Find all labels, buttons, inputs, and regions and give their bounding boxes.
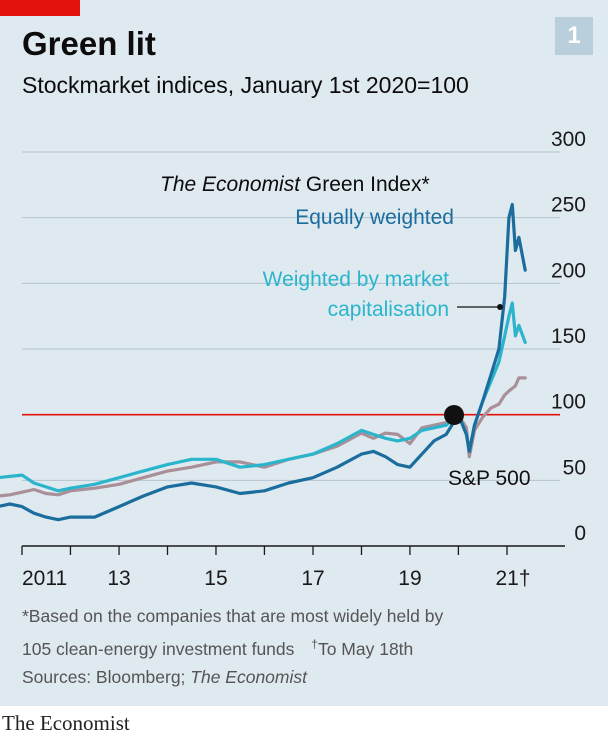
market-cap-leader-dot: [497, 304, 503, 310]
y-tick-label: 100: [551, 391, 586, 414]
y-tick-label: 200: [551, 259, 586, 282]
footnote-line2: 105 clean-energy investment funds †To Ma…: [22, 630, 443, 663]
x-tick-label: 2011: [22, 567, 67, 590]
y-tick-label: 300: [551, 128, 586, 151]
x-tick-label: 19: [398, 567, 421, 590]
chart-number-badge: 1: [555, 17, 593, 55]
footnote-date: To May 18th: [317, 638, 414, 659]
y-axis-ticks: 0 50 100 150 200 250 300: [551, 128, 586, 545]
y-tick-label: 150: [551, 325, 586, 348]
baseline-marker: [444, 405, 464, 425]
sources-prefix: Sources: Bloomberg;: [22, 666, 191, 687]
series-line-market-cap: [0, 301, 527, 493]
footnote-funds: 105 clean-energy investment funds: [22, 638, 295, 659]
sources-line: Sources: Bloomberg; The Economist: [22, 663, 443, 691]
index-label: The Economist Green Index*: [160, 173, 430, 196]
label-sp500: S&P 500: [448, 467, 531, 490]
gridlines: [22, 151, 560, 481]
x-tick-label: 13: [107, 567, 130, 590]
x-tick-label: 21†: [495, 567, 530, 590]
label-equally-weighted: Equally weighted: [295, 206, 454, 229]
x-axis: 2011 13 15 17 19 21†: [21, 545, 565, 590]
label-market-cap-line1: Weighted by market: [263, 268, 450, 291]
x-tick-label: 17: [301, 567, 324, 590]
sources-italic: The Economist: [190, 666, 307, 687]
index-label-rest: Green Index*: [306, 173, 430, 196]
x-tick-label: 15: [204, 567, 227, 590]
series-lines: [0, 202, 527, 522]
y-tick-label: 250: [551, 194, 586, 217]
chart-subtitle: Stockmarket indices, January 1st 2020=10…: [22, 72, 469, 98]
chart-title: Green lit: [22, 25, 156, 62]
line-chart: 0 50 100 150 200 250 300 2011 13 15 17 19 21† The E…: [0, 128, 586, 590]
y-tick-label: 50: [563, 456, 586, 479]
label-market-cap-line2: capitalisation: [328, 298, 449, 321]
footnote-dagger: †: [311, 637, 318, 651]
chart-panel: Green lit Stockmarket indices, January 1…: [0, 0, 608, 706]
annotations: The Economist Green Index* Equally weigh…: [160, 173, 531, 490]
masthead-logo: The Economist: [2, 711, 130, 735]
series-line-sp500: [0, 376, 527, 498]
y-tick-label: 0: [574, 522, 586, 545]
accent-tab: [0, 0, 80, 16]
index-label-italic: The Economist: [160, 173, 301, 196]
footnote-line1: *Based on the companies that are most wi…: [22, 606, 444, 626]
footnote: *Based on the companies that are most wi…: [22, 602, 443, 691]
series-line-equally-weighted: [0, 202, 527, 522]
